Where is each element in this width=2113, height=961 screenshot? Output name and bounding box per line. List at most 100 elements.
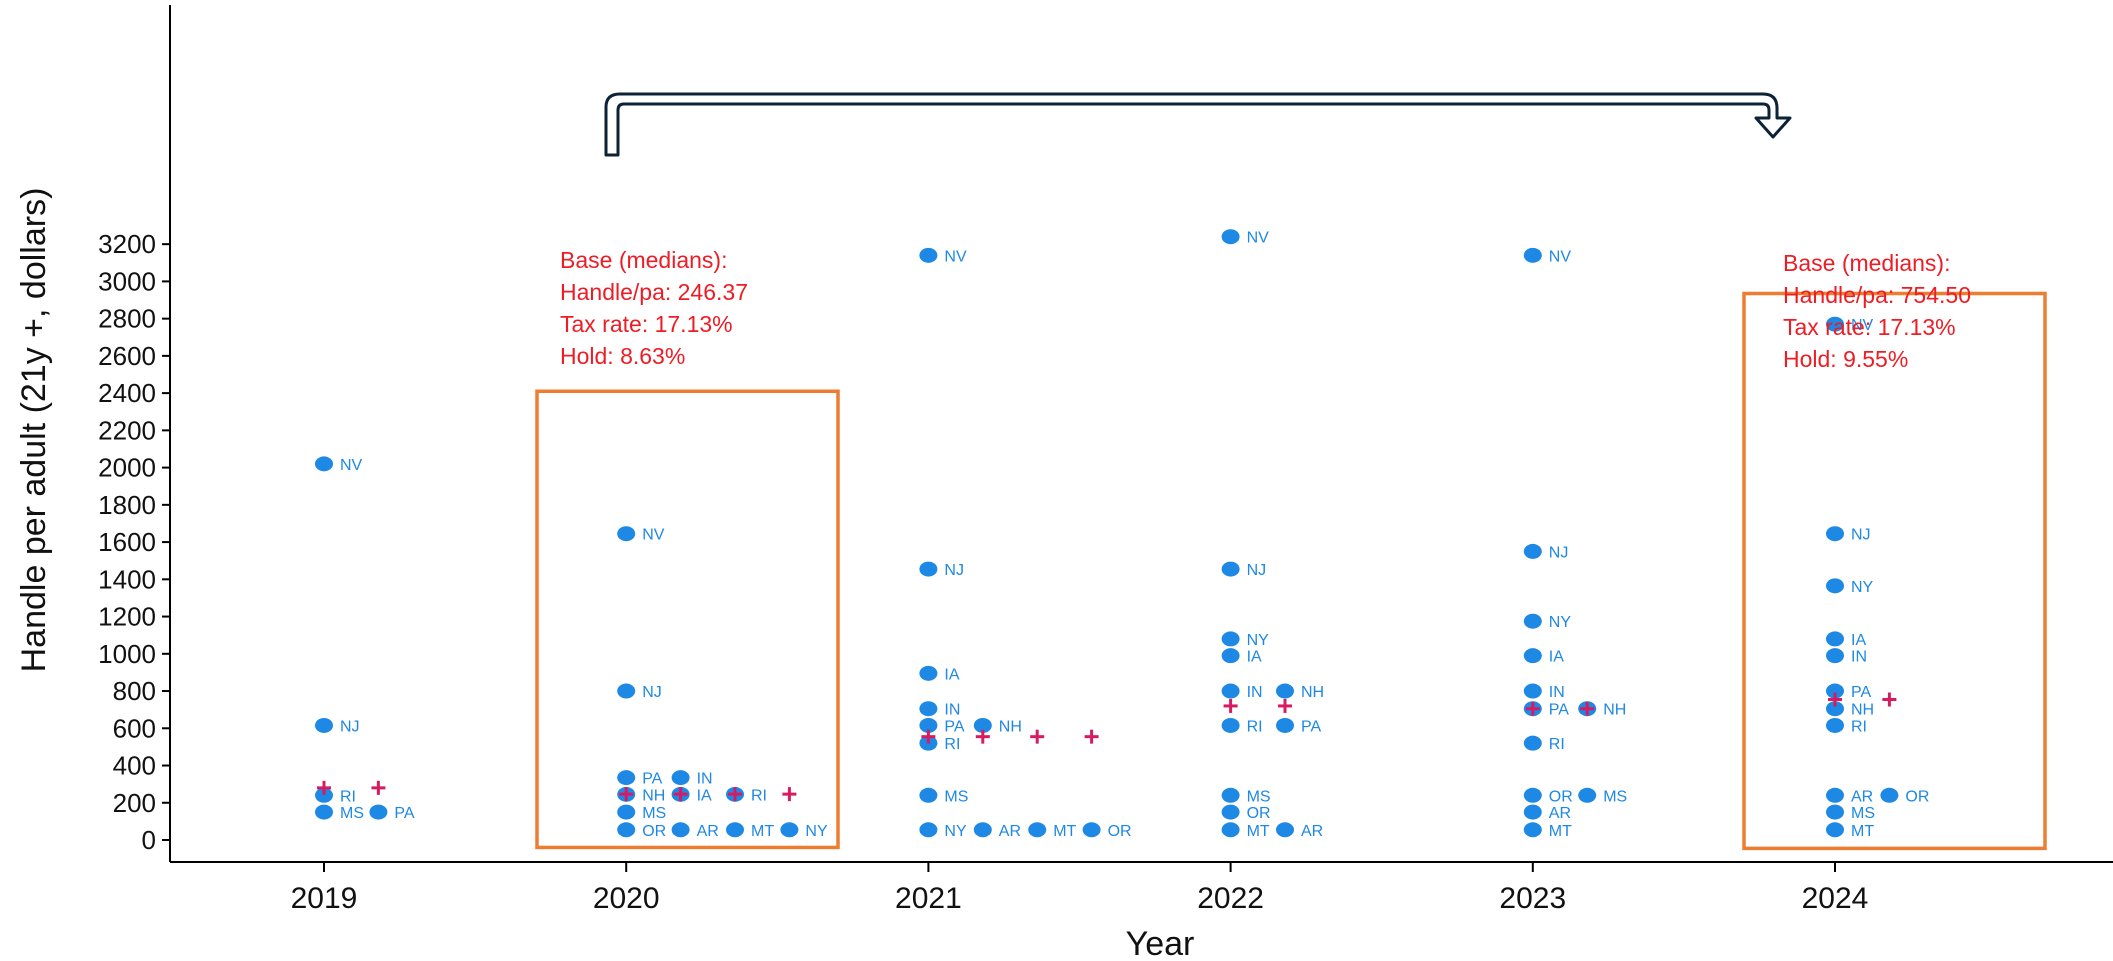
- x-tick-label: 2022: [1197, 882, 1264, 915]
- y-tick-label: 2000: [98, 453, 156, 483]
- data-point: [617, 804, 636, 820]
- axes: 0 200 400 600 800 1000 1200 1400 1600 1800 2000 220…: [98, 5, 2113, 915]
- y-tick-label: 400: [113, 751, 156, 781]
- data-point: [1523, 822, 1542, 838]
- data-point: [1826, 316, 1844, 332]
- point-label: NJ: [1549, 544, 1569, 561]
- data-point: [919, 717, 938, 733]
- point-label: RI: [1851, 718, 1867, 735]
- point-label: NH: [642, 787, 665, 804]
- data-point: [919, 665, 938, 681]
- data-point: [780, 822, 799, 838]
- median-marker: [1580, 701, 1595, 716]
- point-label: OR: [1108, 823, 1132, 840]
- annotation-line: Tax rate: 17.13%: [1783, 314, 1956, 340]
- bracket-arrow: [604, 92, 1792, 157]
- median-marker: [317, 780, 331, 795]
- median-marker: [371, 780, 386, 795]
- y-tick-label: 600: [113, 713, 156, 743]
- point-label: OR: [1905, 788, 1929, 805]
- x-tick-label: 2020: [593, 882, 660, 915]
- median-marker: [673, 787, 688, 802]
- data-point: [1826, 526, 1844, 542]
- point-label: AR: [1549, 805, 1571, 822]
- data-point: [1523, 683, 1542, 699]
- point-label: IN: [1247, 684, 1263, 701]
- y-tick-label: 1000: [98, 639, 156, 669]
- point-label: IA: [944, 666, 959, 683]
- y-tick-label: 0: [142, 825, 156, 855]
- point-label: OR: [642, 823, 666, 840]
- data-point: [1276, 822, 1294, 838]
- point-label: MT: [1549, 823, 1572, 840]
- arrow-layer: [604, 92, 1792, 157]
- data-point: [617, 526, 636, 542]
- data-point: [315, 787, 333, 803]
- data-point: [1523, 648, 1542, 664]
- point-label: NV: [340, 457, 363, 474]
- point-label: NJ: [1851, 527, 1871, 544]
- data-point: [1880, 787, 1899, 803]
- point-label: AR: [1301, 823, 1323, 840]
- data-point: [726, 822, 744, 838]
- point-label: IN: [1851, 649, 1867, 666]
- data-point: [1826, 787, 1844, 803]
- data-point: [1826, 631, 1844, 647]
- data-point: [919, 701, 938, 717]
- data-point: [671, 770, 690, 786]
- point-label: MT: [1053, 823, 1076, 840]
- data-point: [617, 822, 636, 838]
- point-label: NH: [1851, 702, 1874, 719]
- point-label: PA: [642, 771, 662, 788]
- y-tick-label: 800: [113, 676, 156, 706]
- data-point: [973, 822, 992, 838]
- highlight-box: [535, 389, 840, 850]
- point-label: IA: [1549, 649, 1564, 666]
- point-label: MS: [340, 805, 364, 822]
- point-label: NJ: [642, 684, 662, 701]
- point-label: AR: [697, 823, 719, 840]
- point-label: RI: [751, 787, 767, 804]
- data-point: [919, 247, 938, 263]
- y-axis-title: Handle per adult (21y +, dollars): [15, 188, 53, 673]
- annotation-line: Hold: 8.63%: [560, 343, 685, 369]
- data-point: [315, 456, 333, 472]
- data-point: [369, 804, 388, 820]
- data-point: [671, 822, 690, 838]
- point-label: AR: [1851, 788, 1873, 805]
- data-point: [1276, 717, 1294, 733]
- y-tick-label: 2400: [98, 378, 156, 408]
- median-marker: [1030, 729, 1045, 744]
- point-label: IN: [944, 702, 960, 719]
- point-label: IN: [697, 771, 713, 788]
- median-marker: [1828, 692, 1842, 707]
- data-point: [1221, 229, 1240, 245]
- median-marker: [1525, 701, 1540, 716]
- y-tick-label: 2800: [98, 304, 156, 334]
- point-label: MS: [1851, 805, 1875, 822]
- data-point: [1523, 787, 1542, 803]
- median-marker: [1223, 698, 1238, 713]
- point-label: MT: [1247, 823, 1270, 840]
- point-label: MT: [1851, 823, 1874, 840]
- point-label: MT: [751, 823, 774, 840]
- annotation-line: Hold: 9.55%: [1783, 346, 1908, 372]
- x-tick-label: 2023: [1499, 882, 1566, 915]
- highlight-boxes: [535, 291, 2047, 851]
- annotation-line: Base (medians):: [560, 247, 727, 273]
- point-label: NV: [944, 248, 967, 265]
- data-point: [1221, 717, 1240, 733]
- point-label: PA: [394, 805, 414, 822]
- data-point: [1826, 578, 1844, 594]
- data-point: [1523, 543, 1542, 559]
- data-point: [1221, 683, 1240, 699]
- point-label: RI: [1247, 718, 1263, 735]
- data-point: [1028, 822, 1047, 838]
- data-point: [1523, 613, 1542, 629]
- data-point: [1826, 648, 1844, 664]
- y-tick-label: 1200: [98, 602, 156, 632]
- data-point: [1826, 701, 1844, 717]
- point-label: NV: [642, 527, 665, 544]
- y-tick-label: 3200: [98, 229, 156, 259]
- data-point: [1826, 717, 1844, 733]
